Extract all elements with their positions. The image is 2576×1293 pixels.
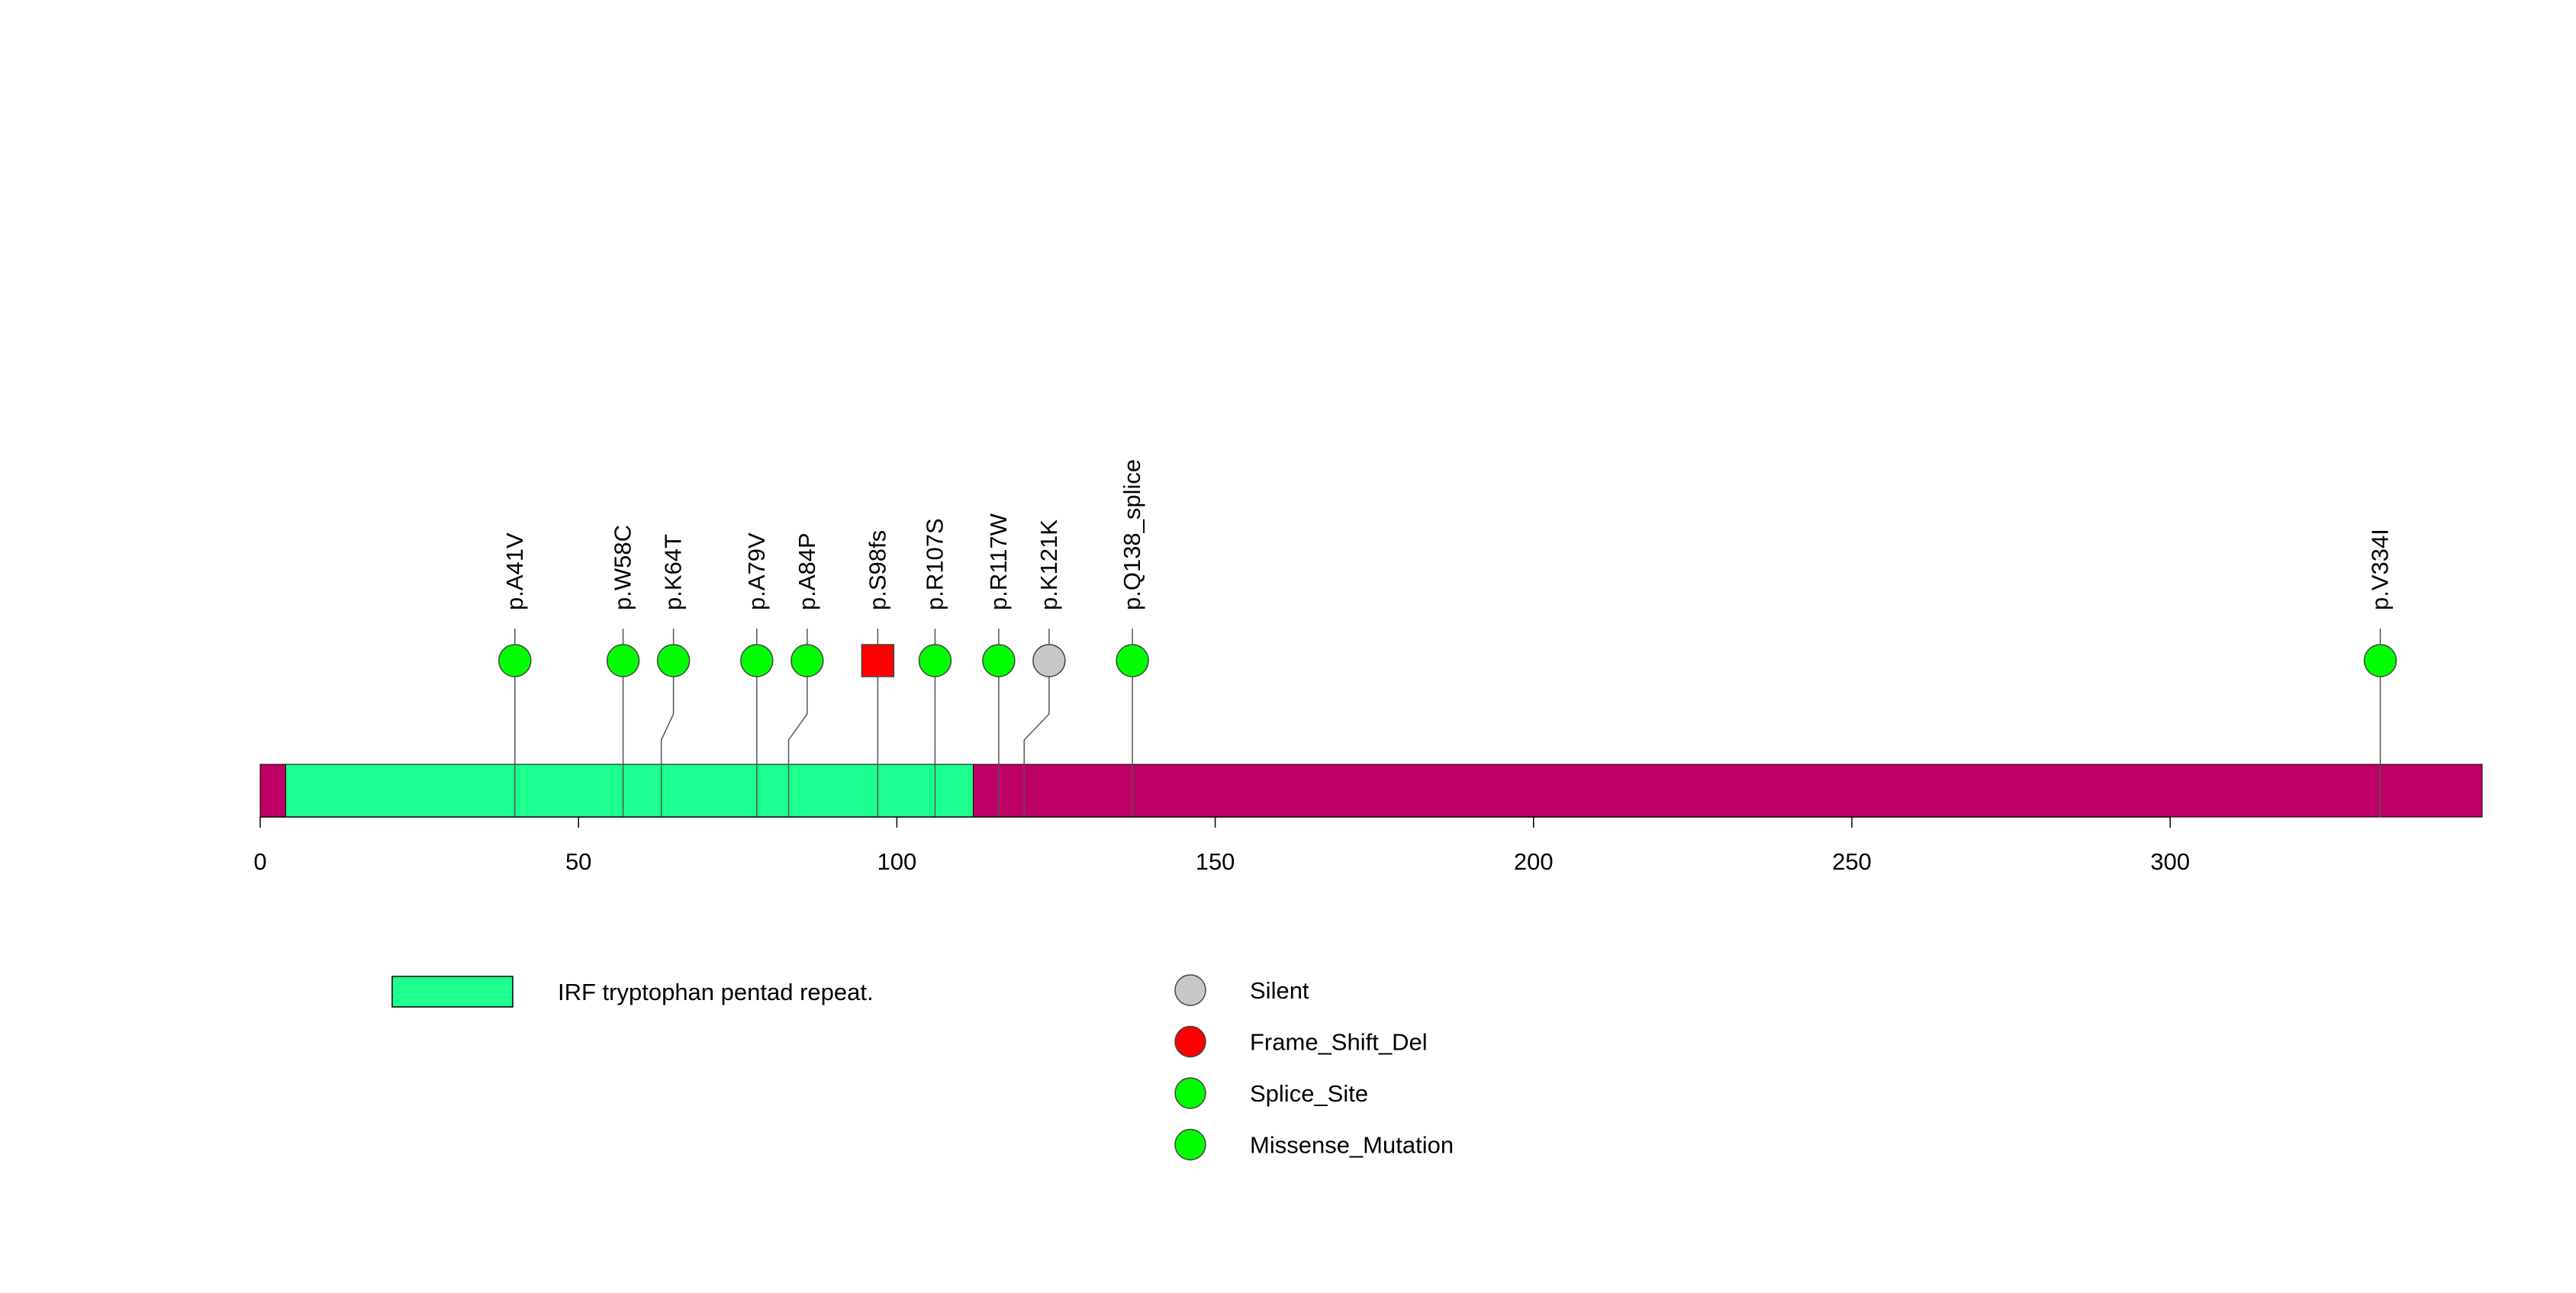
mutation-stem [660, 661, 675, 817]
mutation-label: p.W58C [610, 525, 636, 610]
legend-type-label: Silent [1250, 977, 1309, 1004]
mutation-label: p.S98fs [864, 530, 890, 610]
mutation-stems [514, 629, 2381, 817]
x-tick-label: 50 [565, 848, 591, 875]
mutation-label: p.K64T [660, 534, 687, 610]
legend-type-swatch [1174, 1077, 1206, 1109]
mutation-marker-circle [1116, 644, 1149, 677]
x-tick-label: 0 [253, 848, 266, 875]
mutation-marker-circle [740, 644, 774, 677]
mutation-label: p.R117W [985, 513, 1012, 610]
mutation-labels: p.A41V p.W58C p.K64T p.A79V p.A84P p.S98fs p.R… [501, 459, 2394, 610]
mutation-marker-circle [791, 644, 824, 677]
mutation-marker-circle [656, 644, 691, 677]
mutation-label: p.K121K [1035, 519, 1062, 610]
legend-type-swatch [1174, 1128, 1206, 1161]
mutation-marker-circle [1032, 644, 1066, 677]
domain-0 [285, 764, 974, 818]
mutation-label: p.A84P [794, 532, 820, 610]
legend-type-swatch [1174, 1025, 1206, 1058]
legend-type-label: Splice_Site [1250, 1080, 1368, 1107]
x-tick-label: 300 [2150, 848, 2190, 875]
legend: IRF tryptophan pentad repeat. Silent Frame… [391, 974, 1454, 1161]
legend-type-label: Missense_Mutation [1250, 1132, 1454, 1159]
mutation-marker-circle [498, 644, 532, 677]
x-tick-label: 150 [1196, 848, 1235, 875]
legend-domain-swatch [391, 976, 514, 1008]
protein-track [259, 764, 2483, 818]
mutation-label: p.Q138_splice [1119, 459, 1145, 610]
mutation-label: p.A79V [743, 532, 770, 610]
x-tick-label: 100 [877, 848, 917, 875]
x-axis: 0 50 100 150 200 250 300 [253, 816, 2190, 875]
mutation-stem [1023, 661, 1050, 817]
mutation-marker-square [861, 644, 895, 677]
mutation-label: p.R107S [921, 518, 948, 610]
legend-type-label: Frame_Shift_Del [1250, 1029, 1428, 1056]
mutation-markers [498, 644, 2397, 677]
mutation-marker-circle [2363, 644, 2397, 677]
x-tick-label: 200 [1514, 848, 1554, 875]
x-tick-label: 250 [1832, 848, 1872, 875]
mutation-stem [787, 661, 808, 817]
mutation-marker-circle [606, 644, 640, 677]
mutation-label: p.A41V [501, 532, 528, 610]
mutation-label: p.V334I [2366, 529, 2393, 610]
legend-type-swatch [1174, 974, 1206, 1006]
legend-domain-label: IRF tryptophan pentad repeat. [558, 979, 874, 1005]
mutation-marker-circle [918, 644, 952, 677]
mutation-marker-circle [982, 644, 1016, 677]
